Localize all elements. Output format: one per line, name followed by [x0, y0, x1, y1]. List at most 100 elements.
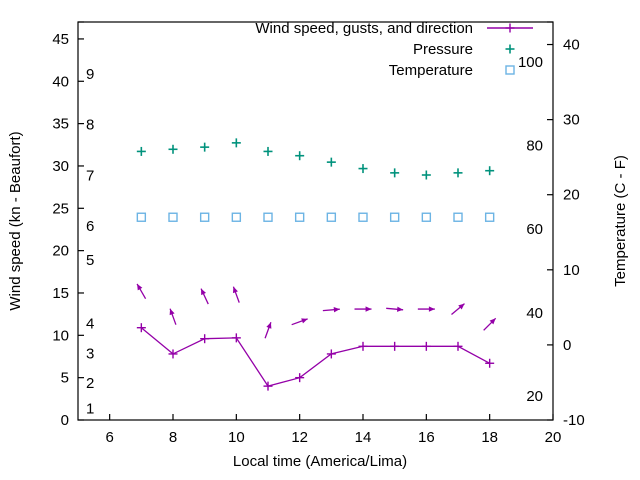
pressure-point [136, 146, 146, 156]
wind-direction-arrow [483, 317, 497, 331]
y-tick-label: 45 [52, 31, 69, 48]
temperature-point [484, 212, 495, 222]
beaufort-scale-labels: 1 2 3 4 5 6 7 8 9 [86, 66, 94, 417]
pressure-point [231, 138, 241, 148]
wind-direction-arrow [354, 306, 372, 312]
temperature-point [453, 212, 463, 222]
y-tick-label: 5 [61, 370, 69, 387]
wind-direction-arrow [136, 283, 147, 299]
pressure-point [168, 144, 178, 154]
temperature-series [136, 212, 495, 222]
fahrenheit-label: 80 [526, 137, 543, 154]
fahrenheit-scale-labels: 20 40 60 80 100 [518, 54, 543, 405]
y-tick-label: 35 [52, 116, 69, 133]
beaufort-label: 4 [86, 316, 94, 333]
wind-speed-point [263, 381, 273, 391]
wind-speed-point [485, 358, 495, 368]
wind-direction-arrow [264, 322, 272, 339]
fahrenheit-label: 100 [518, 54, 543, 71]
x-tick-label: 14 [355, 429, 372, 446]
x-tick-label: 12 [291, 429, 308, 446]
beaufort-label: 2 [86, 375, 94, 392]
y2-tick-label: -10 [563, 412, 585, 429]
x-tick-label: 6 [105, 429, 113, 446]
wind-speed-point [231, 333, 241, 343]
pressure-point [421, 170, 431, 180]
y-tick-label: 30 [52, 158, 69, 175]
x-axis-title: Local time (America/Lima) [233, 453, 407, 470]
beaufort-label: 9 [86, 66, 94, 83]
y-axis-title: Wind speed (kn - Beaufort) [7, 131, 24, 310]
x-tick-label: 8 [169, 429, 177, 446]
x-tick-label: 16 [418, 429, 435, 446]
pressure-point [263, 146, 273, 156]
pressure-point [390, 168, 400, 178]
plot-frame [77, 21, 554, 421]
legend-label-1: Pressure [413, 41, 473, 58]
legend-label-2: Temperature [389, 62, 473, 79]
y2-tick-label: 0 [563, 337, 571, 354]
temperature-point [294, 212, 305, 222]
y-tick-label: 25 [52, 200, 69, 217]
temperature-point [136, 212, 147, 222]
wind-speed-point [326, 349, 336, 359]
temperature-point [199, 212, 210, 222]
beaufort-label: 5 [86, 252, 94, 269]
pressure-point [295, 151, 305, 161]
y2-tick-label: 30 [563, 112, 580, 129]
legend-marker-plus [505, 23, 515, 33]
y-tick-label: 10 [52, 327, 69, 344]
wind-direction-arrow [417, 306, 435, 312]
wind-speed-point [358, 341, 368, 351]
pressure-series [136, 138, 495, 180]
x-axis-ticks: 6 8 10 12 14 16 18 20 [105, 414, 561, 446]
y-axis-ticks: 0 5 10 15 20 25 30 35 40 45 [52, 21, 84, 429]
wind-speed-point [390, 341, 400, 351]
pressure-point [326, 157, 336, 167]
wind-direction-arrow [451, 303, 465, 316]
fahrenheit-label: 20 [526, 388, 543, 405]
wind-direction-arrow [291, 318, 308, 326]
pressure-point [453, 168, 463, 178]
pressure-point [358, 164, 368, 174]
y2-tick-label: 40 [563, 37, 580, 54]
wind-speed-point [453, 341, 463, 351]
wind-speed-line [140, 327, 491, 387]
beaufort-label: 3 [86, 345, 94, 362]
y2-tick-label: 20 [563, 187, 580, 204]
temperature-point [168, 212, 178, 222]
temperature-point [231, 212, 242, 222]
legend-label-0: Wind speed, gusts, and direction [255, 20, 473, 37]
temperature-point [389, 212, 400, 222]
temperature-point [358, 212, 368, 222]
wind-speed-point [168, 349, 178, 359]
axis-labels: Local time (America/Lima) Wind speed (kn … [7, 131, 629, 470]
wind-speed-point [295, 373, 305, 383]
wind-direction-arrow [232, 286, 240, 303]
beaufort-label: 8 [86, 117, 94, 134]
temperature-point [263, 212, 273, 222]
y2-tick-label: 10 [563, 262, 580, 279]
fahrenheit-label: 40 [526, 305, 543, 322]
x-tick-label: 18 [481, 429, 498, 446]
plot-border [77, 21, 554, 421]
y-tick-label: 0 [61, 412, 69, 429]
beaufort-label: 7 [86, 167, 94, 184]
wind-speed-point [200, 334, 210, 344]
beaufort-label: 1 [86, 400, 94, 417]
wind-speed-series [136, 323, 495, 391]
beaufort-label: 6 [86, 218, 94, 235]
x-tick-label: 20 [545, 429, 562, 446]
y2-axis-title: Temperature (C - F) [612, 155, 629, 287]
wind-direction-arrows [136, 283, 497, 339]
pressure-point [485, 166, 495, 176]
wind-direction-arrow [200, 288, 209, 305]
legend-marker-square [505, 65, 515, 75]
y-tick-label: 15 [52, 285, 69, 302]
pressure-point [200, 142, 210, 152]
wind-direction-arrow [169, 308, 177, 325]
temperature-point [421, 212, 432, 222]
